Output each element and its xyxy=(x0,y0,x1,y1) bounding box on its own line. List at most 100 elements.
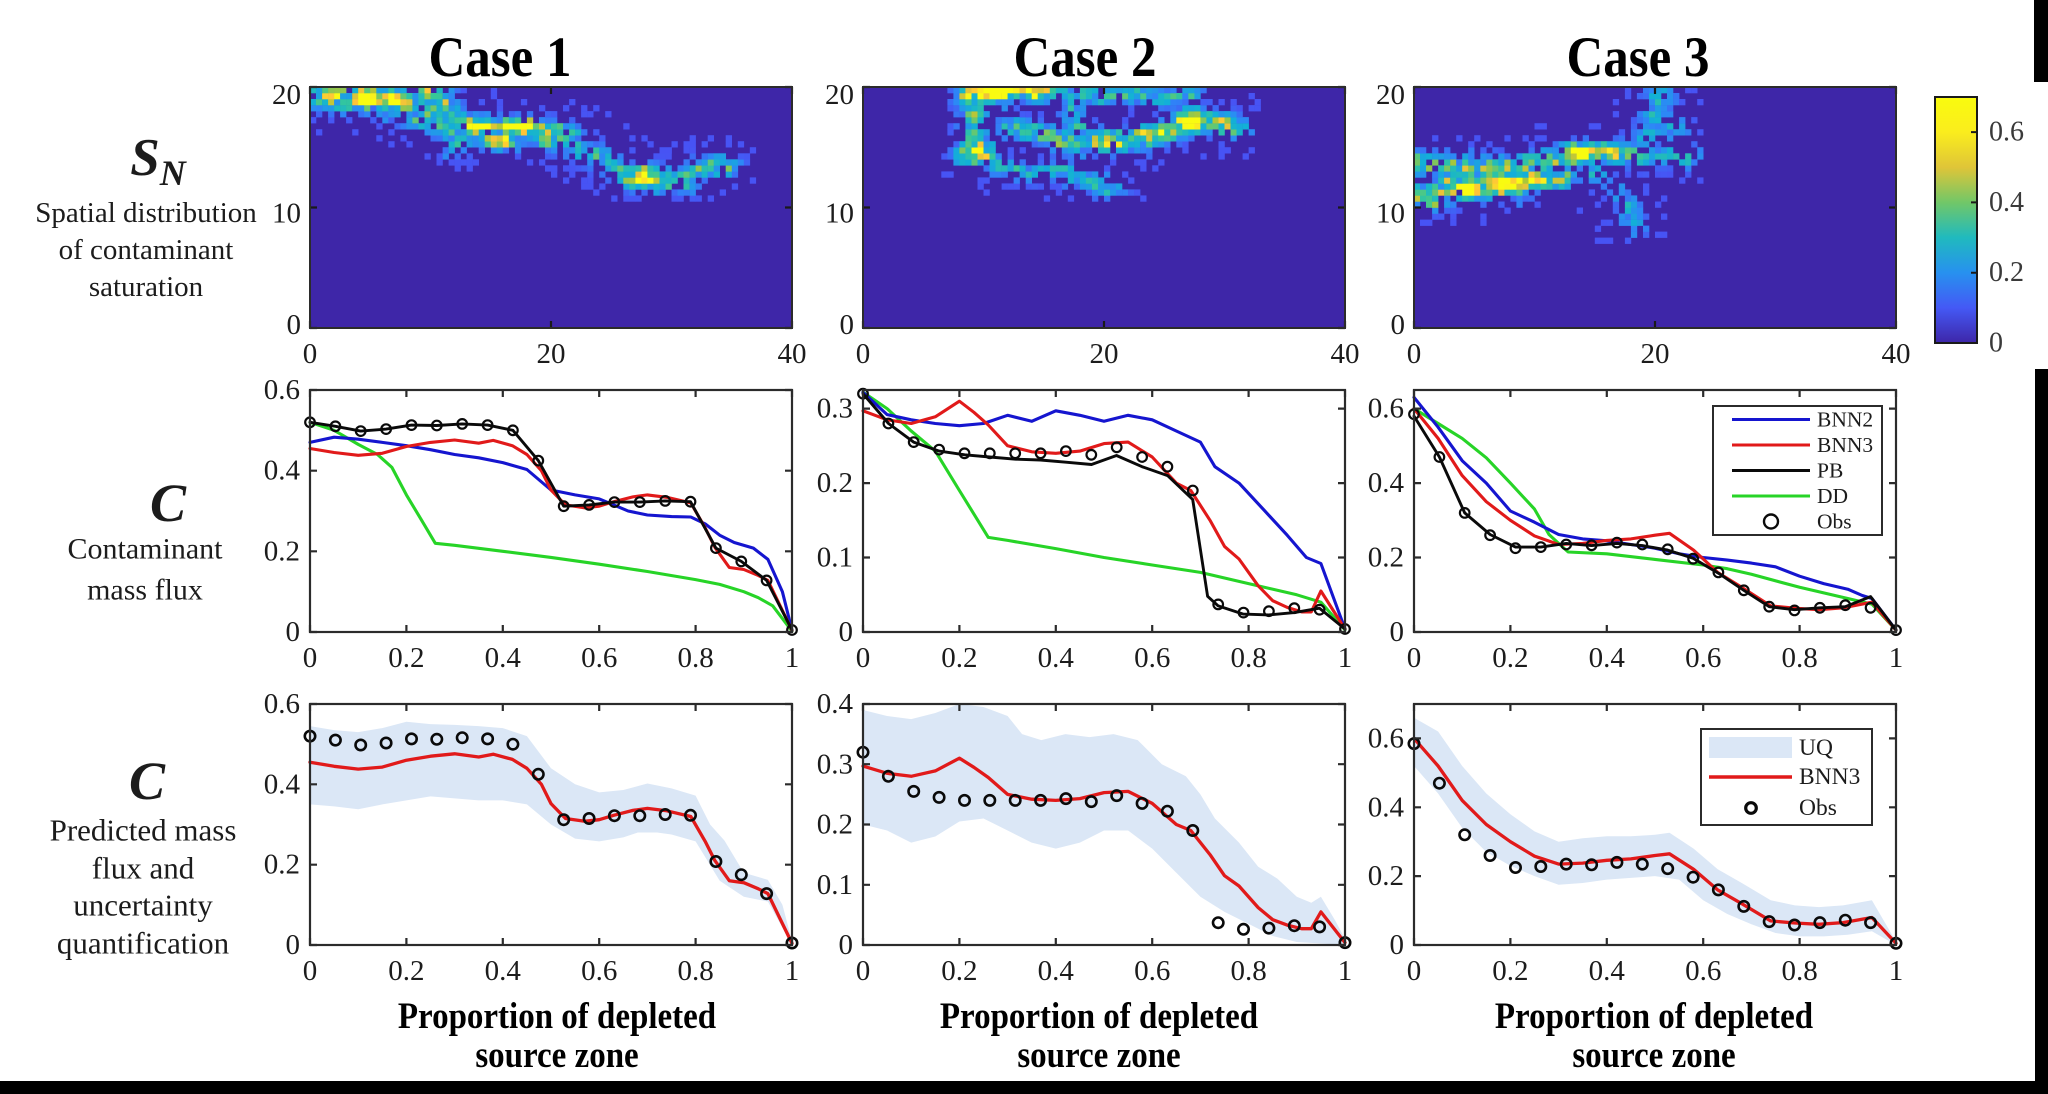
svg-text:0.2: 0.2 xyxy=(1989,257,2024,288)
svg-text:flux and: flux and xyxy=(92,851,195,886)
svg-text:0: 0 xyxy=(287,309,302,341)
svg-text:10: 10 xyxy=(825,198,854,230)
svg-text:0: 0 xyxy=(286,616,301,648)
svg-text:20: 20 xyxy=(1090,338,1119,370)
svg-text:SN: SN xyxy=(130,129,187,193)
svg-text:C: C xyxy=(150,473,187,533)
svg-text:0: 0 xyxy=(1407,642,1422,674)
svg-text:0: 0 xyxy=(1390,616,1405,648)
svg-text:0: 0 xyxy=(839,929,854,961)
svg-text:BNN3: BNN3 xyxy=(1799,764,1860,790)
svg-text:0.2: 0.2 xyxy=(817,467,853,499)
svg-text:0: 0 xyxy=(1407,955,1422,987)
svg-text:0.8: 0.8 xyxy=(1781,642,1817,674)
svg-text:0.4: 0.4 xyxy=(1038,642,1075,674)
svg-text:0: 0 xyxy=(856,338,871,370)
svg-text:0.6: 0.6 xyxy=(1134,642,1170,674)
svg-text:0: 0 xyxy=(286,929,301,961)
svg-text:1: 1 xyxy=(1338,955,1353,987)
svg-text:0.4: 0.4 xyxy=(264,455,301,487)
svg-text:Spatial distribution: Spatial distribution xyxy=(35,197,257,229)
svg-text:DD: DD xyxy=(1817,484,1848,508)
svg-text:0: 0 xyxy=(839,616,854,648)
svg-text:C: C xyxy=(129,751,166,811)
svg-text:BNN3: BNN3 xyxy=(1817,433,1873,457)
svg-text:Case 1: Case 1 xyxy=(428,25,571,89)
svg-text:0.6: 0.6 xyxy=(1368,393,1404,425)
svg-text:Predicted mass: Predicted mass xyxy=(50,813,237,848)
svg-text:0.4: 0.4 xyxy=(1368,791,1405,823)
svg-text:0.6: 0.6 xyxy=(581,955,617,987)
svg-text:0.6: 0.6 xyxy=(1134,955,1170,987)
svg-text:0: 0 xyxy=(1407,338,1422,370)
svg-text:0.2: 0.2 xyxy=(941,642,977,674)
svg-text:20: 20 xyxy=(825,79,854,111)
svg-text:source zone: source zone xyxy=(1017,1034,1180,1075)
svg-text:0.2: 0.2 xyxy=(1492,955,1528,987)
svg-text:uncertainty: uncertainty xyxy=(73,888,213,923)
svg-text:Case 2: Case 2 xyxy=(1013,25,1156,89)
svg-text:0.2: 0.2 xyxy=(388,642,424,674)
svg-text:0.8: 0.8 xyxy=(1230,955,1266,987)
svg-text:0.2: 0.2 xyxy=(1492,642,1528,674)
svg-text:0: 0 xyxy=(303,642,318,674)
svg-text:0: 0 xyxy=(303,955,318,987)
svg-text:0.4: 0.4 xyxy=(1368,467,1405,499)
svg-text:1: 1 xyxy=(1889,642,1904,674)
svg-text:source zone: source zone xyxy=(1572,1034,1735,1075)
svg-text:Proportion of depleted: Proportion of depleted xyxy=(940,995,1259,1036)
svg-text:BNN2: BNN2 xyxy=(1817,408,1873,432)
svg-text:0: 0 xyxy=(856,955,871,987)
svg-text:saturation: saturation xyxy=(89,271,204,303)
svg-text:0.3: 0.3 xyxy=(817,748,853,780)
svg-text:0.4: 0.4 xyxy=(485,642,522,674)
svg-text:0.6: 0.6 xyxy=(1989,117,2024,148)
svg-text:1: 1 xyxy=(785,642,800,674)
svg-text:0.4: 0.4 xyxy=(1589,642,1626,674)
svg-text:0: 0 xyxy=(840,309,855,341)
svg-text:0.6: 0.6 xyxy=(1685,642,1721,674)
svg-text:0.4: 0.4 xyxy=(485,955,522,987)
svg-text:0.8: 0.8 xyxy=(1781,955,1817,987)
svg-text:0.1: 0.1 xyxy=(817,542,853,574)
svg-text:1: 1 xyxy=(785,955,800,987)
svg-text:Proportion of depleted: Proportion of depleted xyxy=(1495,995,1814,1036)
svg-text:UQ: UQ xyxy=(1799,735,1833,761)
svg-text:0.4: 0.4 xyxy=(1989,187,2024,218)
svg-text:Case 3: Case 3 xyxy=(1566,25,1709,89)
svg-text:40: 40 xyxy=(1331,338,1360,370)
svg-text:1: 1 xyxy=(1889,955,1904,987)
svg-text:0.2: 0.2 xyxy=(1368,860,1404,892)
svg-text:0.6: 0.6 xyxy=(1368,722,1404,754)
svg-text:0.8: 0.8 xyxy=(677,955,713,987)
svg-text:0.8: 0.8 xyxy=(677,642,713,674)
svg-text:0.4: 0.4 xyxy=(264,768,301,800)
svg-text:Contaminant: Contaminant xyxy=(68,533,224,566)
svg-text:0.2: 0.2 xyxy=(264,849,300,881)
svg-text:0.6: 0.6 xyxy=(581,642,617,674)
svg-text:0.2: 0.2 xyxy=(264,535,300,567)
svg-text:20: 20 xyxy=(272,79,301,111)
svg-text:0.2: 0.2 xyxy=(817,809,853,841)
svg-text:0.1: 0.1 xyxy=(817,869,853,901)
svg-text:of contaminant: of contaminant xyxy=(59,234,234,266)
svg-text:20: 20 xyxy=(537,338,566,370)
svg-text:0.4: 0.4 xyxy=(817,688,854,720)
svg-text:0: 0 xyxy=(856,642,871,674)
svg-text:0.6: 0.6 xyxy=(264,374,300,406)
svg-text:40: 40 xyxy=(778,338,807,370)
svg-text:10: 10 xyxy=(272,198,301,230)
svg-text:Proportion of depleted: Proportion of depleted xyxy=(398,995,717,1036)
svg-text:quantification: quantification xyxy=(57,926,230,961)
svg-text:0.6: 0.6 xyxy=(264,688,300,720)
svg-text:mass flux: mass flux xyxy=(87,574,203,607)
svg-text:0.4: 0.4 xyxy=(1589,955,1626,987)
svg-text:Obs: Obs xyxy=(1817,510,1852,534)
svg-text:1: 1 xyxy=(1338,642,1353,674)
svg-text:20: 20 xyxy=(1641,338,1670,370)
svg-text:20: 20 xyxy=(1376,79,1405,111)
svg-text:0.8: 0.8 xyxy=(1230,642,1266,674)
svg-text:10: 10 xyxy=(1376,198,1405,230)
svg-text:0.6: 0.6 xyxy=(1685,955,1721,987)
svg-text:PB: PB xyxy=(1817,459,1843,483)
